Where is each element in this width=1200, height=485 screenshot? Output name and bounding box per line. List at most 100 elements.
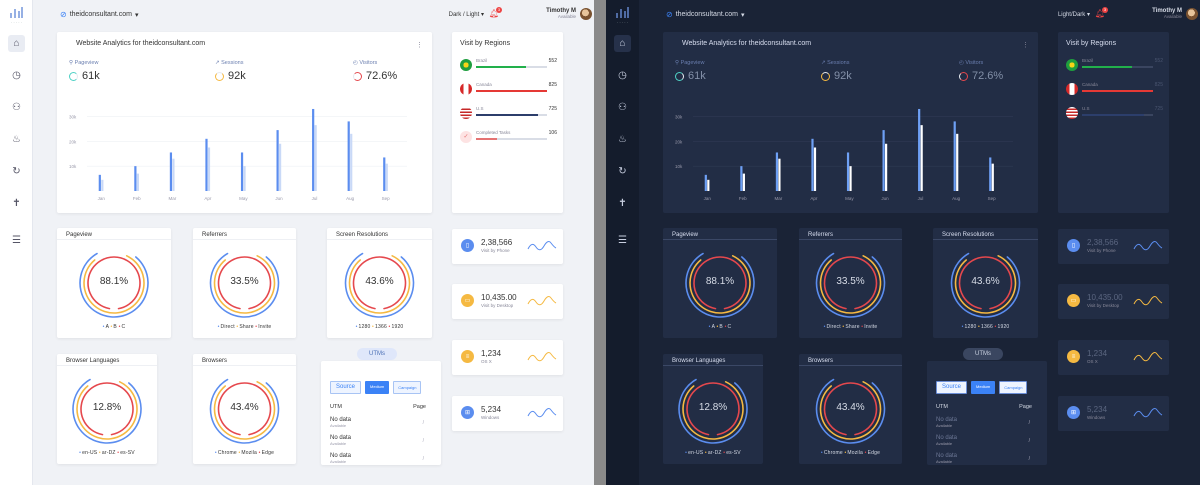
stat-card[interactable]: ≡ 1,234 OS X <box>452 340 563 375</box>
region-row[interactable]: Canada 825 <box>460 82 557 96</box>
medium-button[interactable]: Medium <box>365 381 390 394</box>
stat-card[interactable]: ▯ 2,38,566 Visit by Phone <box>1058 229 1169 264</box>
donut-arc[interactable] <box>686 382 740 436</box>
theme-toggle[interactable]: Light/Dark ▾ <box>1058 11 1090 18</box>
history-icon[interactable]: ◷ <box>12 70 21 81</box>
bar-series-1[interactable] <box>882 130 885 191</box>
region-row[interactable]: ✓ Completed Tasks 106 <box>460 130 557 144</box>
donut-arc[interactable] <box>72 378 142 444</box>
donut-arc[interactable] <box>76 381 138 440</box>
more-options-icon[interactable]: ⋮ <box>416 42 423 49</box>
bar-series-1[interactable] <box>240 152 244 191</box>
donut-arc[interactable] <box>217 256 272 310</box>
donut-arc[interactable] <box>348 255 411 314</box>
donut-arc[interactable] <box>678 378 748 444</box>
person-icon[interactable]: ✝ <box>618 198 627 209</box>
site-selector[interactable]: ⊘ theidconsultant.com ▾ <box>666 10 744 19</box>
bar-series-2[interactable] <box>991 163 994 191</box>
region-row[interactable]: U.S 725 <box>460 106 557 120</box>
home-icon[interactable]: ⌂ <box>614 35 631 52</box>
donut-arc[interactable] <box>83 255 145 314</box>
donut-arc[interactable] <box>217 382 272 436</box>
region-row[interactable]: Brazil 552 <box>1066 58 1163 72</box>
bar-series-2[interactable] <box>385 163 388 191</box>
bar-series-1[interactable] <box>312 108 315 191</box>
utms-tab[interactable]: UTMs <box>963 348 1003 360</box>
donut-arc[interactable] <box>819 381 882 440</box>
bar-series-2[interactable] <box>849 166 852 191</box>
user-menu[interactable]: Timothy M Available <box>1152 8 1182 19</box>
bell-icon[interactable]: 🔔︎ 3 <box>488 7 502 18</box>
stat-card[interactable]: ▯ 2,38,566 Visit by Phone <box>452 229 563 264</box>
source-button[interactable]: Source <box>330 381 362 394</box>
donut-arc[interactable] <box>689 255 751 314</box>
donut-arc[interactable] <box>819 255 882 314</box>
donut-arc[interactable] <box>352 256 407 310</box>
stat-card[interactable]: ≡ 1,234 OS X <box>1058 340 1169 375</box>
donut-arc[interactable] <box>685 252 755 318</box>
fire-icon[interactable]: ♨ <box>618 134 627 145</box>
bar-series-1[interactable] <box>989 157 992 191</box>
bar-series-1[interactable] <box>169 152 173 191</box>
bar-series-1[interactable] <box>846 152 850 191</box>
refresh-icon[interactable]: ↻ <box>618 166 627 177</box>
source-button[interactable]: Source <box>936 381 968 394</box>
users-icon[interactable]: ⚇ <box>12 102 21 113</box>
donut-arc[interactable] <box>209 378 280 444</box>
avatar[interactable] <box>1186 8 1198 20</box>
donut-arc[interactable] <box>958 256 1013 310</box>
bar-series-2[interactable] <box>742 173 745 191</box>
donut-arc[interactable] <box>950 252 1021 318</box>
bar-series-1[interactable] <box>383 157 386 191</box>
utm-table-row[interactable]: No data Available / <box>936 453 1032 464</box>
bar-series-2[interactable] <box>101 179 104 191</box>
utms-tab[interactable]: UTMs <box>357 348 397 360</box>
stat-card[interactable]: ⊞ 5,234 Windows <box>1058 396 1169 431</box>
theme-toggle[interactable]: Dark / Light ▾ <box>449 11 484 18</box>
bar-series-2[interactable] <box>172 158 175 191</box>
utm-table-row[interactable]: No data Available / <box>936 435 1032 446</box>
donut-arc[interactable] <box>954 255 1017 314</box>
app-logo-icon[interactable] <box>614 5 631 21</box>
more-options-icon[interactable]: ⋮ <box>1022 42 1029 49</box>
utm-table-row[interactable]: No data Available / <box>330 453 426 464</box>
utm-table-row[interactable]: No data Available / <box>936 417 1032 428</box>
bar-series-2[interactable] <box>350 133 353 191</box>
bar-series-1[interactable] <box>704 174 707 191</box>
bar-series-1[interactable] <box>205 138 208 191</box>
region-row[interactable]: U.S 725 <box>1066 106 1163 120</box>
bar-series-2[interactable] <box>243 166 246 191</box>
history-icon[interactable]: ◷ <box>618 70 627 81</box>
site-selector[interactable]: ⊘ theidconsultant.com ▾ <box>60 10 138 19</box>
donut-arc[interactable] <box>213 381 276 440</box>
refresh-icon[interactable]: ↻ <box>12 166 21 177</box>
bar-series-2[interactable] <box>956 133 959 191</box>
donut-arc[interactable] <box>815 252 886 318</box>
bar-series-2[interactable] <box>885 143 888 191</box>
avatar[interactable] <box>580 8 592 20</box>
donut-arc[interactable] <box>815 378 886 444</box>
donut-arc[interactable] <box>682 381 744 440</box>
bar-series-1[interactable] <box>811 138 814 191</box>
bar-series-2[interactable] <box>136 173 139 191</box>
donut-arc[interactable] <box>213 255 276 314</box>
bar-series-1[interactable] <box>347 121 350 191</box>
medium-button[interactable]: Medium <box>971 381 996 394</box>
donut-arc[interactable] <box>344 252 415 318</box>
campaign-button[interactable]: Campaign <box>999 381 1028 394</box>
fire-icon[interactable]: ♨ <box>12 134 21 145</box>
donut-arc[interactable] <box>79 252 149 318</box>
bar-series-1[interactable] <box>953 121 956 191</box>
stat-card[interactable]: ▭ 10,435.00 Visit by Desktop <box>452 284 563 319</box>
region-row[interactable]: Canada 825 <box>1066 82 1163 96</box>
bar-series-1[interactable] <box>98 174 101 191</box>
list-icon[interactable]: ☰ <box>12 235 21 246</box>
bar-series-2[interactable] <box>778 158 781 191</box>
campaign-button[interactable]: Campaign <box>393 381 422 394</box>
bar-series-1[interactable] <box>775 152 779 191</box>
donut-arc[interactable] <box>693 256 747 310</box>
person-icon[interactable]: ✝ <box>12 198 21 209</box>
utm-table-row[interactable]: No data Available / <box>330 435 426 446</box>
stat-card[interactable]: ▭ 10,435.00 Visit by Desktop <box>1058 284 1169 319</box>
bar-series-1[interactable] <box>276 130 279 191</box>
